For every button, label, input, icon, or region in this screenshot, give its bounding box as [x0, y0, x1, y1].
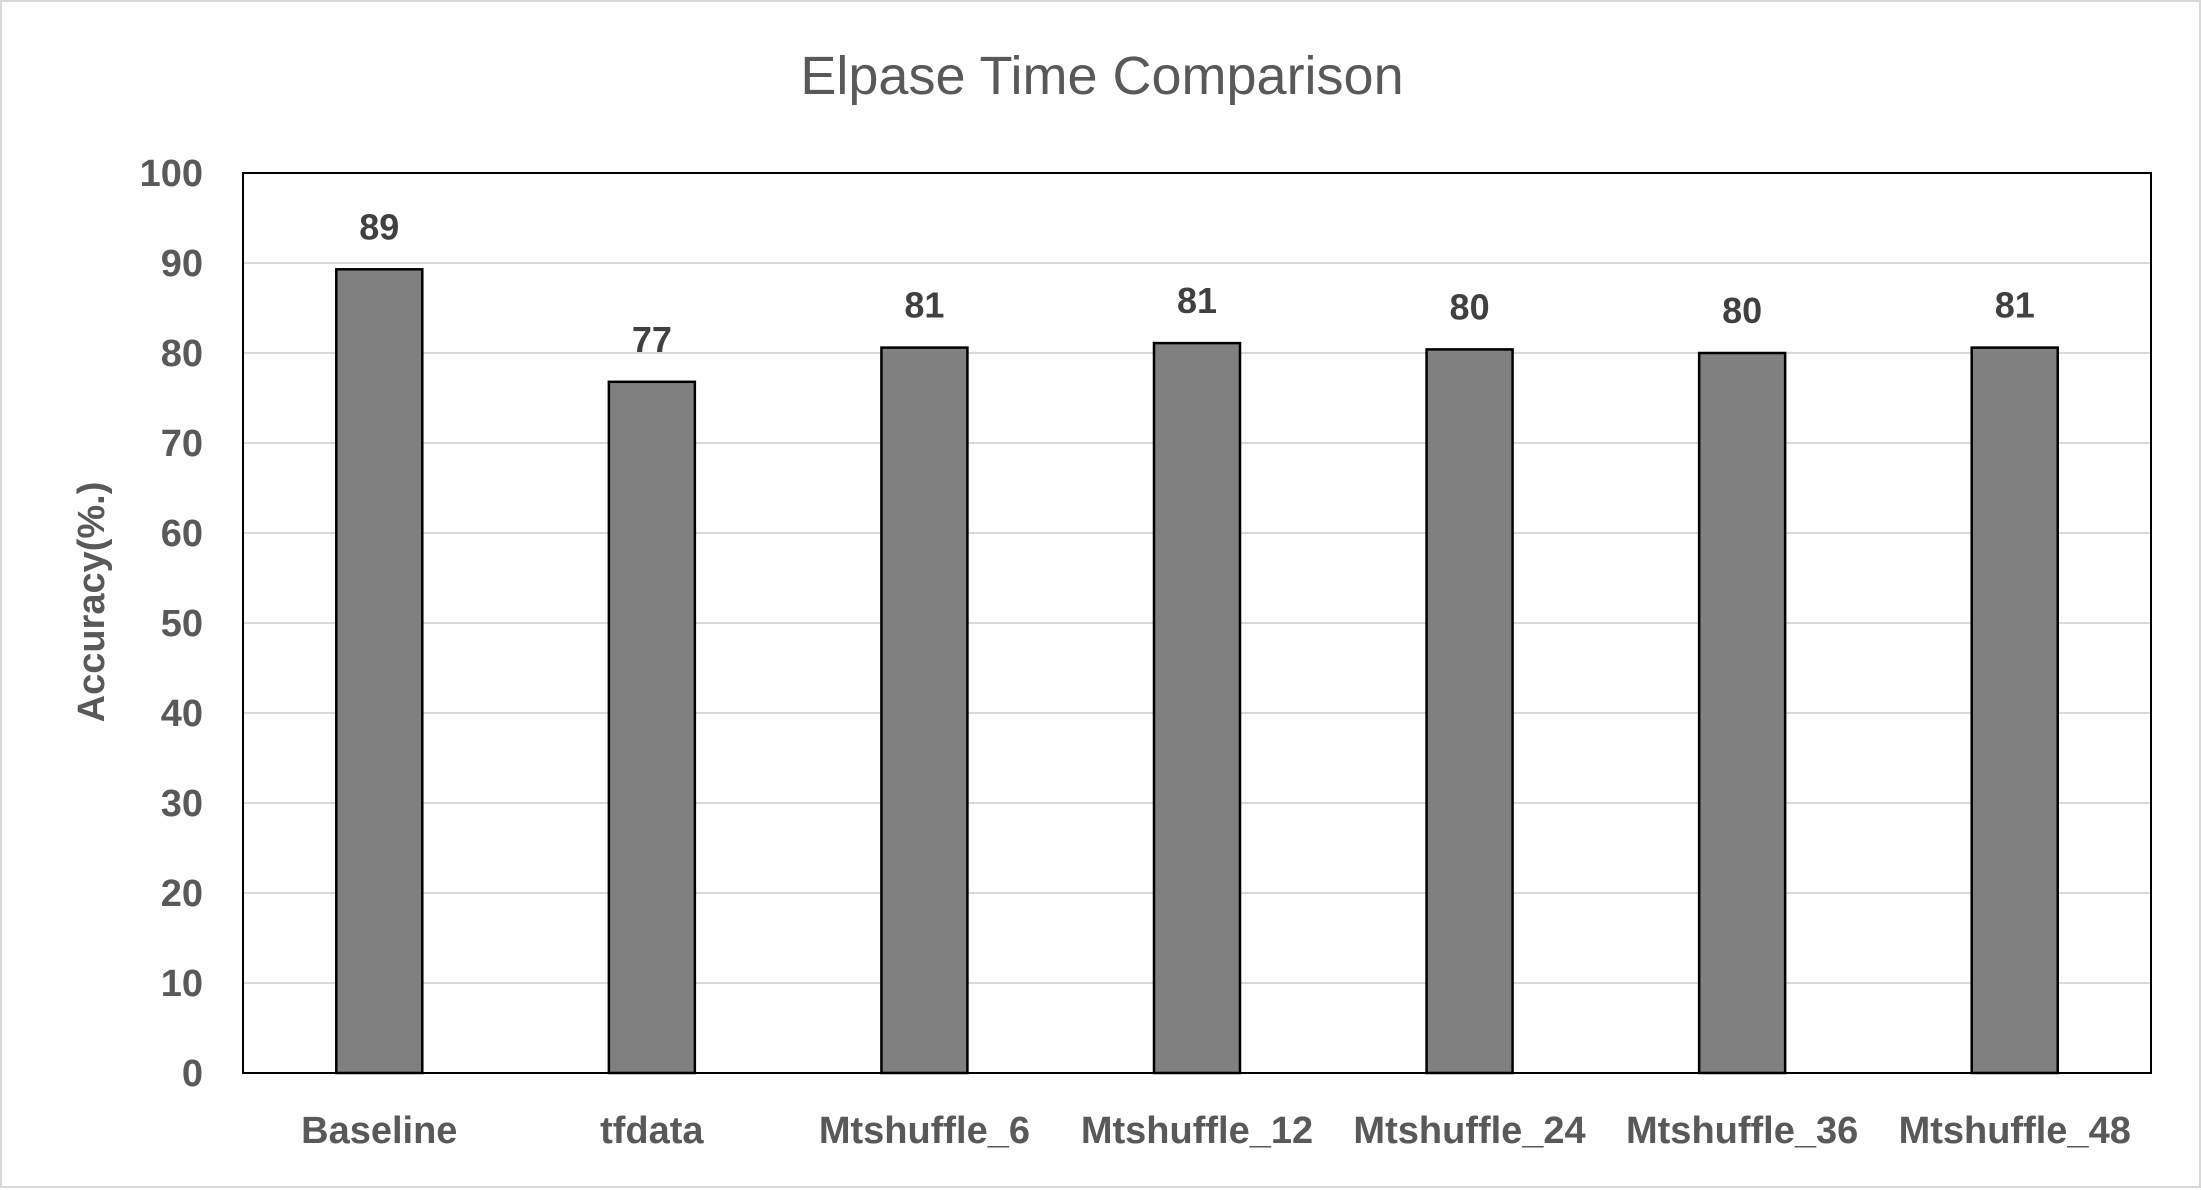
y-tick-label: 20: [161, 873, 203, 915]
x-tick-label: Mtshuffle_48: [1899, 1110, 2131, 1152]
y-tick-label: 90: [161, 243, 203, 285]
bar-mtshuffle-48: [1970, 346, 2059, 1075]
y-tick-label: 0: [182, 1053, 203, 1095]
x-tick-label: Mtshuffle_6: [819, 1110, 1030, 1152]
y-tick-label: 50: [161, 603, 203, 645]
bar-mtshuffle-6: [880, 346, 969, 1075]
y-tick-label: 100: [140, 153, 203, 195]
data-label: 81: [1995, 285, 2035, 326]
x-tick-label: Mtshuffle_12: [1081, 1110, 1313, 1152]
y-axis-label: Accuracy(%.): [71, 482, 113, 723]
data-label: 80: [1722, 290, 1762, 331]
data-label: 81: [1177, 280, 1217, 321]
chart-title: Elpase Time Comparison: [800, 46, 1403, 106]
plot-area-frame: [242, 172, 2152, 1074]
bars: [335, 268, 2059, 1075]
bar-baseline: [335, 268, 424, 1075]
x-axis-ticks: Baseline tfdata Mtshuffle_6 Mtshuffle_12 Mts…: [301, 1110, 2131, 1152]
data-label: 89: [359, 206, 399, 247]
x-tick-label: Mtshuffle_24: [1353, 1110, 1585, 1152]
data-label: 81: [904, 285, 944, 326]
y-tick-label: 10: [161, 963, 203, 1005]
y-tick-label: 70: [161, 423, 203, 465]
bar-mtshuffle-12: [1152, 341, 1242, 1075]
data-label: 77: [632, 319, 672, 360]
y-axis-ticks: 0 10 20 30 40 50 60 70 80 90 100: [140, 153, 203, 1095]
bar-tfdata: [607, 380, 697, 1075]
y-tick-label: 80: [161, 333, 203, 375]
x-tick-label: Mtshuffle_36: [1626, 1110, 1858, 1152]
data-label: 80: [1450, 286, 1490, 327]
bar-mtshuffle-24: [1425, 348, 1514, 1075]
y-tick-label: 30: [161, 783, 203, 825]
y-tick-label: 60: [161, 513, 203, 555]
x-tick-label: Baseline: [301, 1110, 457, 1152]
data-labels: 89 77 81 81 80 80 81: [359, 206, 2034, 359]
bar-mtshuffle-36: [1697, 351, 1787, 1075]
y-tick-label: 40: [161, 693, 203, 735]
x-tick-label: tfdata: [600, 1110, 704, 1152]
